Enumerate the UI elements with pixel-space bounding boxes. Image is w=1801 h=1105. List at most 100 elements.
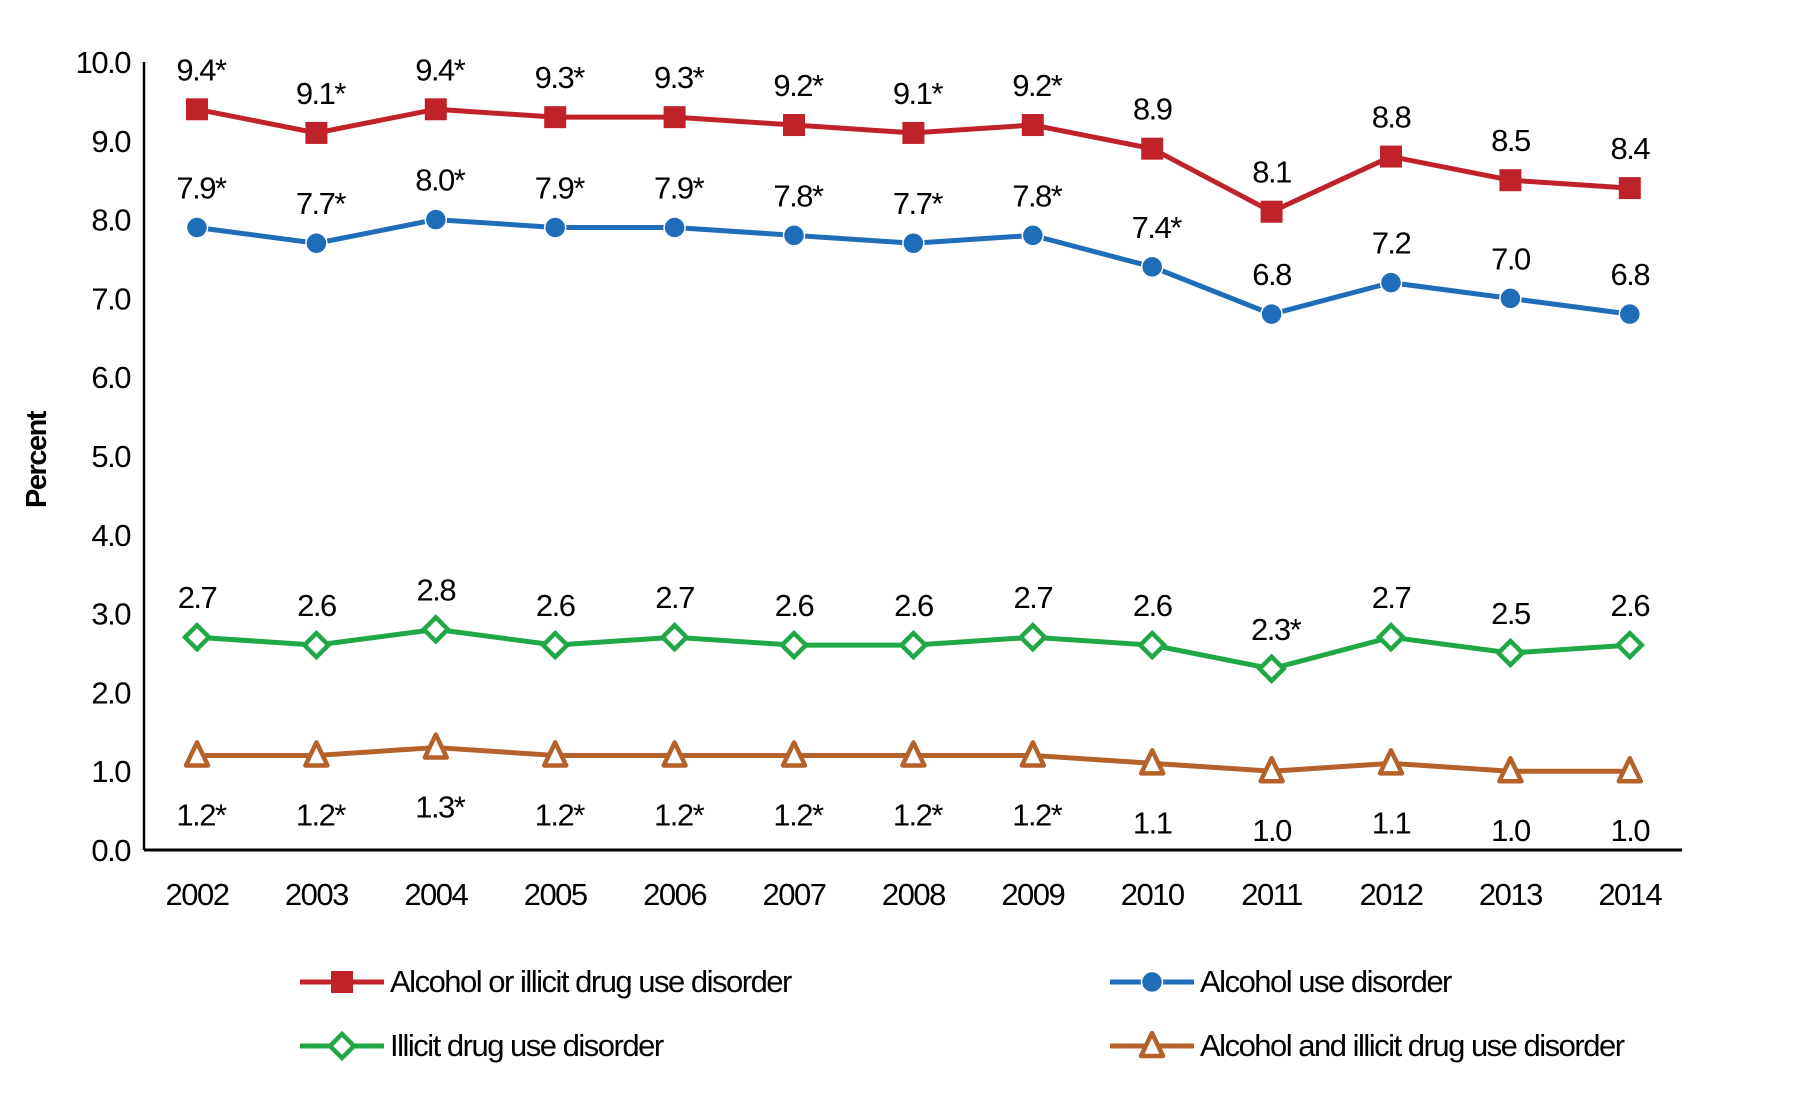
data-label: 1.2*: [1012, 797, 1063, 832]
data-label: 2.6: [1610, 588, 1649, 623]
x-tick-label: 2014: [1598, 877, 1662, 912]
data-point: [1260, 302, 1283, 326]
data-label: 8.5: [1491, 123, 1530, 158]
x-tick-label: 2009: [1001, 877, 1064, 912]
data-point: [1380, 145, 1402, 168]
legend-marker: [331, 971, 353, 993]
data-label: 2.5: [1491, 596, 1530, 631]
data-point: [1141, 137, 1164, 160]
data-point: [782, 224, 806, 247]
legend-item: Alcohol and illicit drug use disorder: [1110, 1028, 1626, 1063]
legend-label: Alcohol or illicit drug use disorder: [390, 964, 792, 999]
data-label: 7.2: [1372, 226, 1411, 261]
data-label: 1.2*: [176, 797, 227, 832]
data-label: 7.7*: [893, 186, 944, 221]
data-label: 9.1*: [893, 76, 944, 111]
series-alcohol-use-disorder: 7.9* 7.7* 8.0* 7.9* 7.9* 7.8* 7.7* 7.8* 7.4* 6.8 7…: [176, 163, 1651, 326]
data-label: 7.9*: [654, 170, 705, 205]
data-label: 2.6: [1133, 588, 1172, 623]
legend-label: Alcohol use disorder: [1200, 964, 1452, 999]
data-point: [1138, 748, 1166, 776]
data-label: 8.0*: [415, 163, 466, 198]
data-label: 1.0: [1252, 813, 1292, 848]
data-point: [663, 216, 686, 239]
data-label: 7.4*: [1132, 210, 1183, 245]
data-label: 1.1: [1372, 805, 1411, 840]
data-point: [1377, 748, 1405, 776]
y-tick-label: 10.0: [76, 45, 132, 80]
data-label: 9.1*: [296, 76, 347, 111]
x-tick-label: 2005: [524, 877, 587, 912]
x-tick-label: 2006: [643, 877, 706, 912]
data-label: 6.8: [1610, 257, 1649, 292]
legend: Alcohol or illicit drug use disorder Alco…: [300, 964, 1626, 1063]
data-point: [541, 740, 569, 768]
x-tick-label: 2010: [1121, 877, 1185, 912]
data-label: 9.4*: [176, 52, 227, 87]
data-label: 1.0: [1491, 813, 1531, 848]
data-label: 1.2*: [893, 797, 944, 832]
x-tick-label: 2008: [882, 877, 945, 912]
data-label: 2.6: [536, 588, 575, 623]
y-tick-label: 2.0: [91, 675, 131, 710]
series-illicit-drug-use-disorder: 2.7 2.6 2.8 2.6 2.7 2.6 2.6 2.7 2.6 2.3* 2.7 2.5 2.6: [178, 572, 1651, 684]
y-axis-label: Percent: [21, 410, 53, 508]
data-point: [1021, 224, 1045, 247]
data-label: 1.0: [1610, 813, 1650, 848]
data-point: [543, 216, 567, 239]
data-label: 2.6: [894, 588, 933, 623]
data-point: [424, 98, 447, 121]
data-point: [305, 231, 328, 255]
data-label: 7.0: [1491, 241, 1531, 276]
data-label: 2.7: [655, 580, 694, 615]
data-label: 7.9*: [535, 170, 586, 205]
y-tick-label: 0.0: [91, 833, 131, 868]
data-label: 2.7: [1013, 580, 1052, 615]
data-point: [424, 208, 448, 231]
y-tick-label: 5.0: [91, 439, 131, 474]
data-label: 8.8: [1372, 100, 1411, 135]
series-alcohol-and-illicit-drug-use-disorder: 1.2* 1.2* 1.3* 1.2* 1.2* 1.2* 1.2* 1.2* 1.1 1.0 1.…: [176, 732, 1652, 848]
x-axis: 2002 2003 2004 2005 2006 2007 2008 2009 2010 2011…: [144, 848, 1682, 912]
data-label: 8.1: [1252, 155, 1291, 190]
series-alcohol-or-illicit-drug-use-disorder: 9.4* 9.1* 9.4* 9.3* 9.3* 9.2* 9.1* 9.2* 8.9 8.1 8.…: [176, 52, 1652, 223]
legend-item: Alcohol or illicit drug use disorder: [300, 964, 794, 999]
data-point: [900, 740, 927, 768]
data-label: 2.8: [416, 572, 455, 607]
y-tick-label: 3.0: [91, 597, 131, 632]
data-point: [1497, 755, 1524, 784]
data-point: [1258, 755, 1285, 784]
data-point: [1499, 287, 1522, 310]
data-point: [540, 629, 571, 661]
data-label: 9.2*: [1012, 68, 1063, 103]
data-label: 2.6: [775, 588, 814, 623]
data-point: [1618, 302, 1642, 326]
y-tick-label: 8.0: [91, 203, 131, 238]
data-label: 1.2*: [654, 797, 705, 832]
data-point: [185, 216, 209, 239]
data-point: [303, 740, 330, 768]
data-point: [1375, 622, 1407, 653]
data-point: [902, 231, 925, 255]
data-point: [659, 622, 690, 653]
data-point: [181, 622, 213, 653]
data-point: [186, 98, 208, 121]
data-point: [1379, 271, 1403, 294]
data-label: 1.1: [1133, 805, 1172, 840]
x-tick-label: 2012: [1360, 877, 1423, 912]
data-point: [301, 629, 332, 661]
data-point: [898, 629, 929, 661]
legend-marker: [1138, 1030, 1166, 1059]
y-tick-label: 4.0: [91, 518, 131, 553]
data-label: 2.7: [1372, 580, 1411, 615]
data-label: 6.8: [1252, 257, 1291, 292]
legend-item: Illicit drug use disorder: [300, 1028, 665, 1063]
x-tick-label: 2007: [763, 877, 826, 912]
y-tick-label: 1.0: [91, 754, 131, 789]
data-point: [1140, 255, 1164, 279]
y-tick-label: 6.0: [91, 360, 131, 395]
data-label: 7.8*: [1012, 178, 1063, 213]
legend-marker: [1140, 970, 1164, 994]
data-point: [420, 614, 451, 645]
data-label: 1.2*: [296, 797, 347, 832]
